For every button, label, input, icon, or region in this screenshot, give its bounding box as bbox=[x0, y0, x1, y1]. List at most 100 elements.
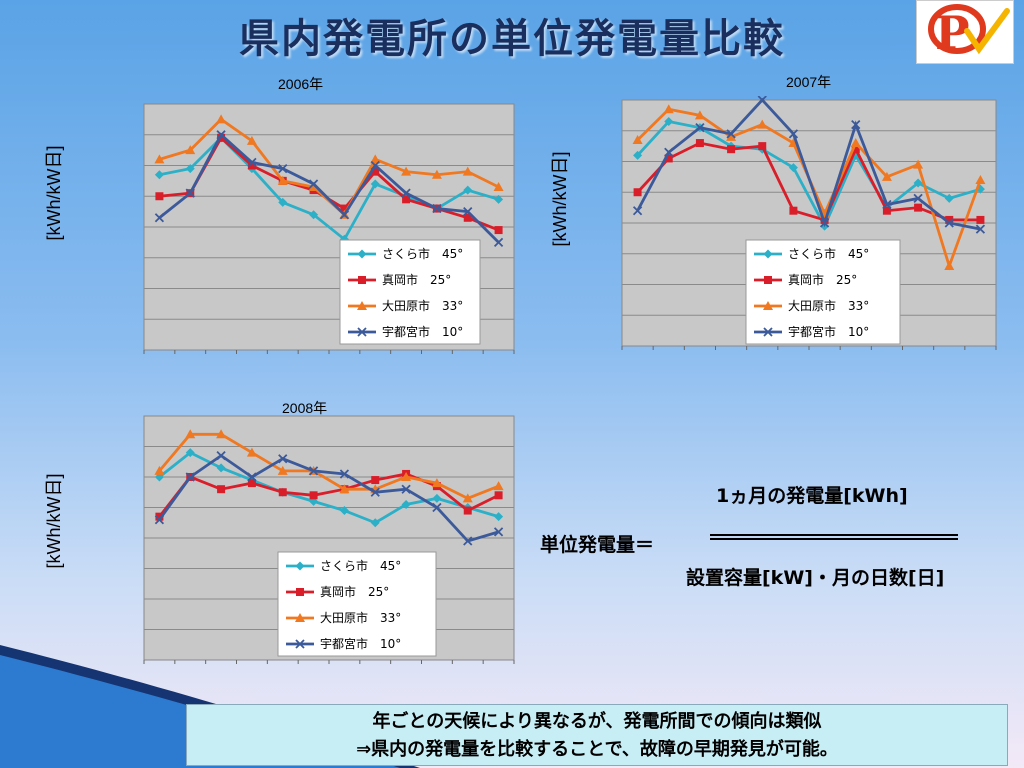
data-point bbox=[339, 210, 350, 220]
summary-line-2: ⇒県内の発電量を比較することで、故障の早期発見が可能。 bbox=[356, 739, 838, 760]
data-point bbox=[277, 465, 288, 475]
legend-label: 真岡市 25° bbox=[320, 584, 389, 599]
data-point bbox=[339, 506, 349, 516]
data-point bbox=[154, 515, 165, 525]
legend-marker bbox=[295, 613, 305, 622]
data-point bbox=[493, 237, 504, 248]
data-point bbox=[432, 502, 442, 513]
series-line-3 bbox=[158, 132, 500, 244]
legend-marker bbox=[295, 561, 305, 571]
data-point bbox=[757, 119, 768, 129]
data-point bbox=[370, 154, 381, 164]
data-point bbox=[913, 159, 924, 169]
legend-marker bbox=[357, 249, 367, 259]
data-point bbox=[882, 206, 891, 215]
data-point bbox=[277, 175, 288, 185]
chart-title-2007: 2007年 bbox=[786, 74, 832, 90]
data-point bbox=[308, 182, 319, 192]
data-point bbox=[726, 131, 737, 141]
data-point bbox=[401, 188, 411, 198]
data-point bbox=[278, 454, 288, 464]
data-point bbox=[155, 192, 164, 201]
formula-fraction-bar bbox=[710, 534, 958, 540]
data-point bbox=[494, 512, 504, 522]
line-chart-2008: さくら市 45° 真岡市 25° 大田原市 33° 宇都宮市 10° bbox=[143, 415, 515, 664]
data-point bbox=[278, 197, 288, 207]
legend-label: 宇都宮市 10° bbox=[788, 324, 869, 339]
summary-box: 年ごとの天候により異なるが、発電所間での傾向は類似 ⇒県内の発電量を比較すること… bbox=[186, 704, 1008, 766]
data-point bbox=[758, 142, 767, 151]
data-point bbox=[944, 193, 954, 203]
formula-numerator: 1ヵ月の発電量[kWh] bbox=[716, 485, 908, 507]
data-point bbox=[695, 123, 705, 133]
data-point bbox=[217, 485, 226, 494]
legend-marker bbox=[296, 588, 304, 596]
data-point bbox=[185, 472, 195, 482]
data-point bbox=[975, 174, 986, 184]
series-line-3 bbox=[158, 453, 499, 543]
legend-marker bbox=[358, 276, 366, 284]
data-point bbox=[185, 164, 195, 174]
legend-label: 真岡市 25° bbox=[788, 272, 857, 287]
data-point bbox=[154, 465, 165, 475]
series-line-1 bbox=[636, 141, 981, 222]
line-chart-2007: さくら市 45° 真岡市 25° 大田原市 33° 宇都宮市 10° bbox=[621, 96, 997, 350]
data-point bbox=[431, 478, 442, 488]
legend-box bbox=[745, 239, 901, 345]
ylabel-2007: [kWh/kW日] bbox=[550, 151, 570, 247]
summary-line-1: 年ごとの天候により異なるが、発電所間での傾向は類似 bbox=[372, 711, 822, 732]
data-point bbox=[914, 203, 923, 212]
data-point bbox=[309, 491, 318, 500]
data-point bbox=[216, 451, 226, 461]
legend-marker bbox=[764, 276, 772, 284]
data-point bbox=[431, 169, 442, 179]
formula-denominator: 設置容量[kW]・月の日数[日] bbox=[686, 567, 945, 589]
data-point bbox=[154, 154, 165, 164]
data-point bbox=[278, 488, 287, 497]
data-point bbox=[976, 215, 985, 224]
data-point bbox=[726, 129, 736, 139]
data-point bbox=[632, 206, 643, 216]
data-point bbox=[370, 518, 380, 528]
data-point bbox=[633, 150, 643, 160]
data-point bbox=[493, 481, 504, 491]
data-point bbox=[185, 188, 195, 198]
data-point bbox=[370, 487, 380, 497]
data-point bbox=[340, 204, 349, 213]
chart-title-2008: 2008年 bbox=[282, 400, 328, 416]
series-line-2 bbox=[158, 432, 500, 500]
data-point bbox=[216, 429, 227, 439]
legend-label: さくら市 45° bbox=[788, 246, 869, 261]
data-point bbox=[185, 429, 196, 439]
data-point bbox=[493, 182, 504, 192]
data-point bbox=[851, 145, 860, 154]
data-point bbox=[462, 166, 473, 176]
legend-marker bbox=[357, 301, 367, 310]
data-point bbox=[757, 96, 767, 105]
legend-label: 宇都宮市 10° bbox=[382, 324, 463, 339]
legend-label: さくら市 45° bbox=[382, 246, 463, 261]
data-point bbox=[945, 215, 954, 224]
data-point bbox=[247, 479, 256, 488]
series-line-1 bbox=[158, 472, 500, 518]
data-point bbox=[401, 472, 412, 481]
slide-title: 県内発電所の単位発電量比較 bbox=[239, 16, 785, 62]
data-point bbox=[913, 178, 923, 188]
data-point bbox=[664, 147, 674, 157]
data-point bbox=[278, 163, 288, 174]
data-point bbox=[975, 224, 986, 234]
data-point bbox=[401, 166, 412, 176]
data-point bbox=[371, 476, 380, 485]
data-point bbox=[944, 261, 955, 271]
data-point bbox=[493, 527, 504, 537]
data-point bbox=[632, 134, 643, 144]
legend-marker bbox=[295, 639, 305, 649]
data-point bbox=[727, 145, 736, 154]
data-point bbox=[975, 184, 985, 194]
data-point bbox=[217, 133, 226, 142]
data-point bbox=[185, 448, 195, 458]
data-point bbox=[462, 493, 473, 503]
series-line-3 bbox=[636, 97, 981, 231]
data-point bbox=[494, 194, 504, 204]
data-point bbox=[370, 160, 380, 171]
